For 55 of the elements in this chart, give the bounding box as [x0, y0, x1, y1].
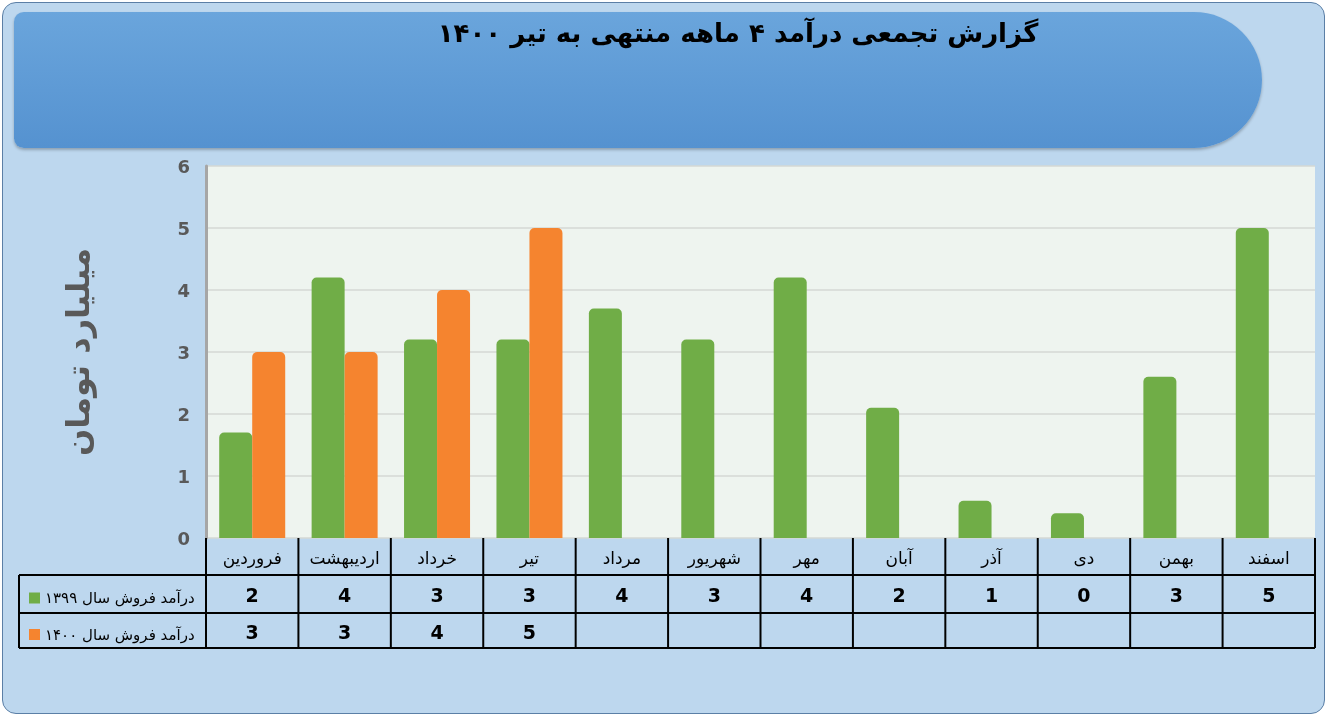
- y-tick-label: 5: [177, 217, 190, 239]
- y-tick-label: 1: [177, 465, 190, 487]
- chart-title: گزارش تجمعی درآمد ۴ ماهه منتهی به تیر ۱۴۰۰: [437, 18, 1039, 48]
- bar: [773, 277, 807, 538]
- data-label: 4: [615, 584, 629, 606]
- bar: [404, 339, 438, 538]
- data-label: 0: [1077, 584, 1091, 606]
- data-label: 3: [522, 584, 537, 606]
- bar: [681, 339, 715, 538]
- bar: [344, 352, 378, 538]
- x-tick-label: مهر: [792, 547, 820, 569]
- bar: [252, 352, 286, 538]
- bar: [866, 407, 900, 538]
- x-tick-label: فروردین: [222, 547, 282, 568]
- x-tick-label: بهمن: [1158, 547, 1195, 569]
- bar: [588, 308, 622, 538]
- bar: [219, 432, 253, 538]
- legend-label: درآمد فروش سال ۱۴۰۰: [45, 625, 195, 644]
- legend-label: درآمد فروش سال ۱۳۹۹: [45, 589, 195, 607]
- data-label: 4: [800, 584, 814, 606]
- data-label: 1: [984, 584, 999, 606]
- y-axis-title: میلیارد تومان: [59, 247, 97, 457]
- data-label: 3: [1169, 584, 1183, 606]
- data-label: 4: [430, 620, 444, 643]
- bar: [958, 500, 992, 538]
- data-label: 3: [245, 620, 259, 643]
- y-tick-label: 3: [177, 341, 190, 363]
- data-label: 4: [338, 584, 352, 606]
- bar: [1050, 513, 1084, 538]
- data-label: 2: [892, 584, 906, 606]
- data-label: 3: [338, 620, 352, 643]
- bar: [437, 290, 471, 538]
- y-tick-label: 2: [177, 403, 190, 425]
- x-tick-label: اسفند: [1247, 547, 1290, 568]
- data-label: 3: [430, 584, 444, 606]
- y-tick-label: 4: [177, 279, 190, 301]
- y-tick-label: 0: [177, 527, 190, 549]
- x-tick-label: اردیبهشت: [309, 547, 380, 569]
- x-tick-label: دی: [1073, 547, 1095, 568]
- bar: [529, 228, 563, 538]
- bar: [311, 277, 345, 538]
- x-tick-label: خرداد: [417, 547, 457, 568]
- data-label: 5: [522, 620, 537, 643]
- data-label: 5: [1262, 584, 1276, 606]
- bar: [1235, 228, 1269, 538]
- y-tick-label: 6: [177, 155, 190, 177]
- bar: [1143, 376, 1177, 538]
- x-tick-label: آذر: [980, 546, 1004, 568]
- x-tick-label: آبان: [885, 546, 914, 568]
- x-tick-label: شهریور: [686, 547, 741, 569]
- x-tick-label: تیر: [518, 547, 540, 568]
- x-tick-label: مرداد: [602, 547, 642, 568]
- bar: [496, 339, 530, 538]
- data-label: 2: [245, 584, 259, 606]
- data-label: 3: [707, 584, 721, 606]
